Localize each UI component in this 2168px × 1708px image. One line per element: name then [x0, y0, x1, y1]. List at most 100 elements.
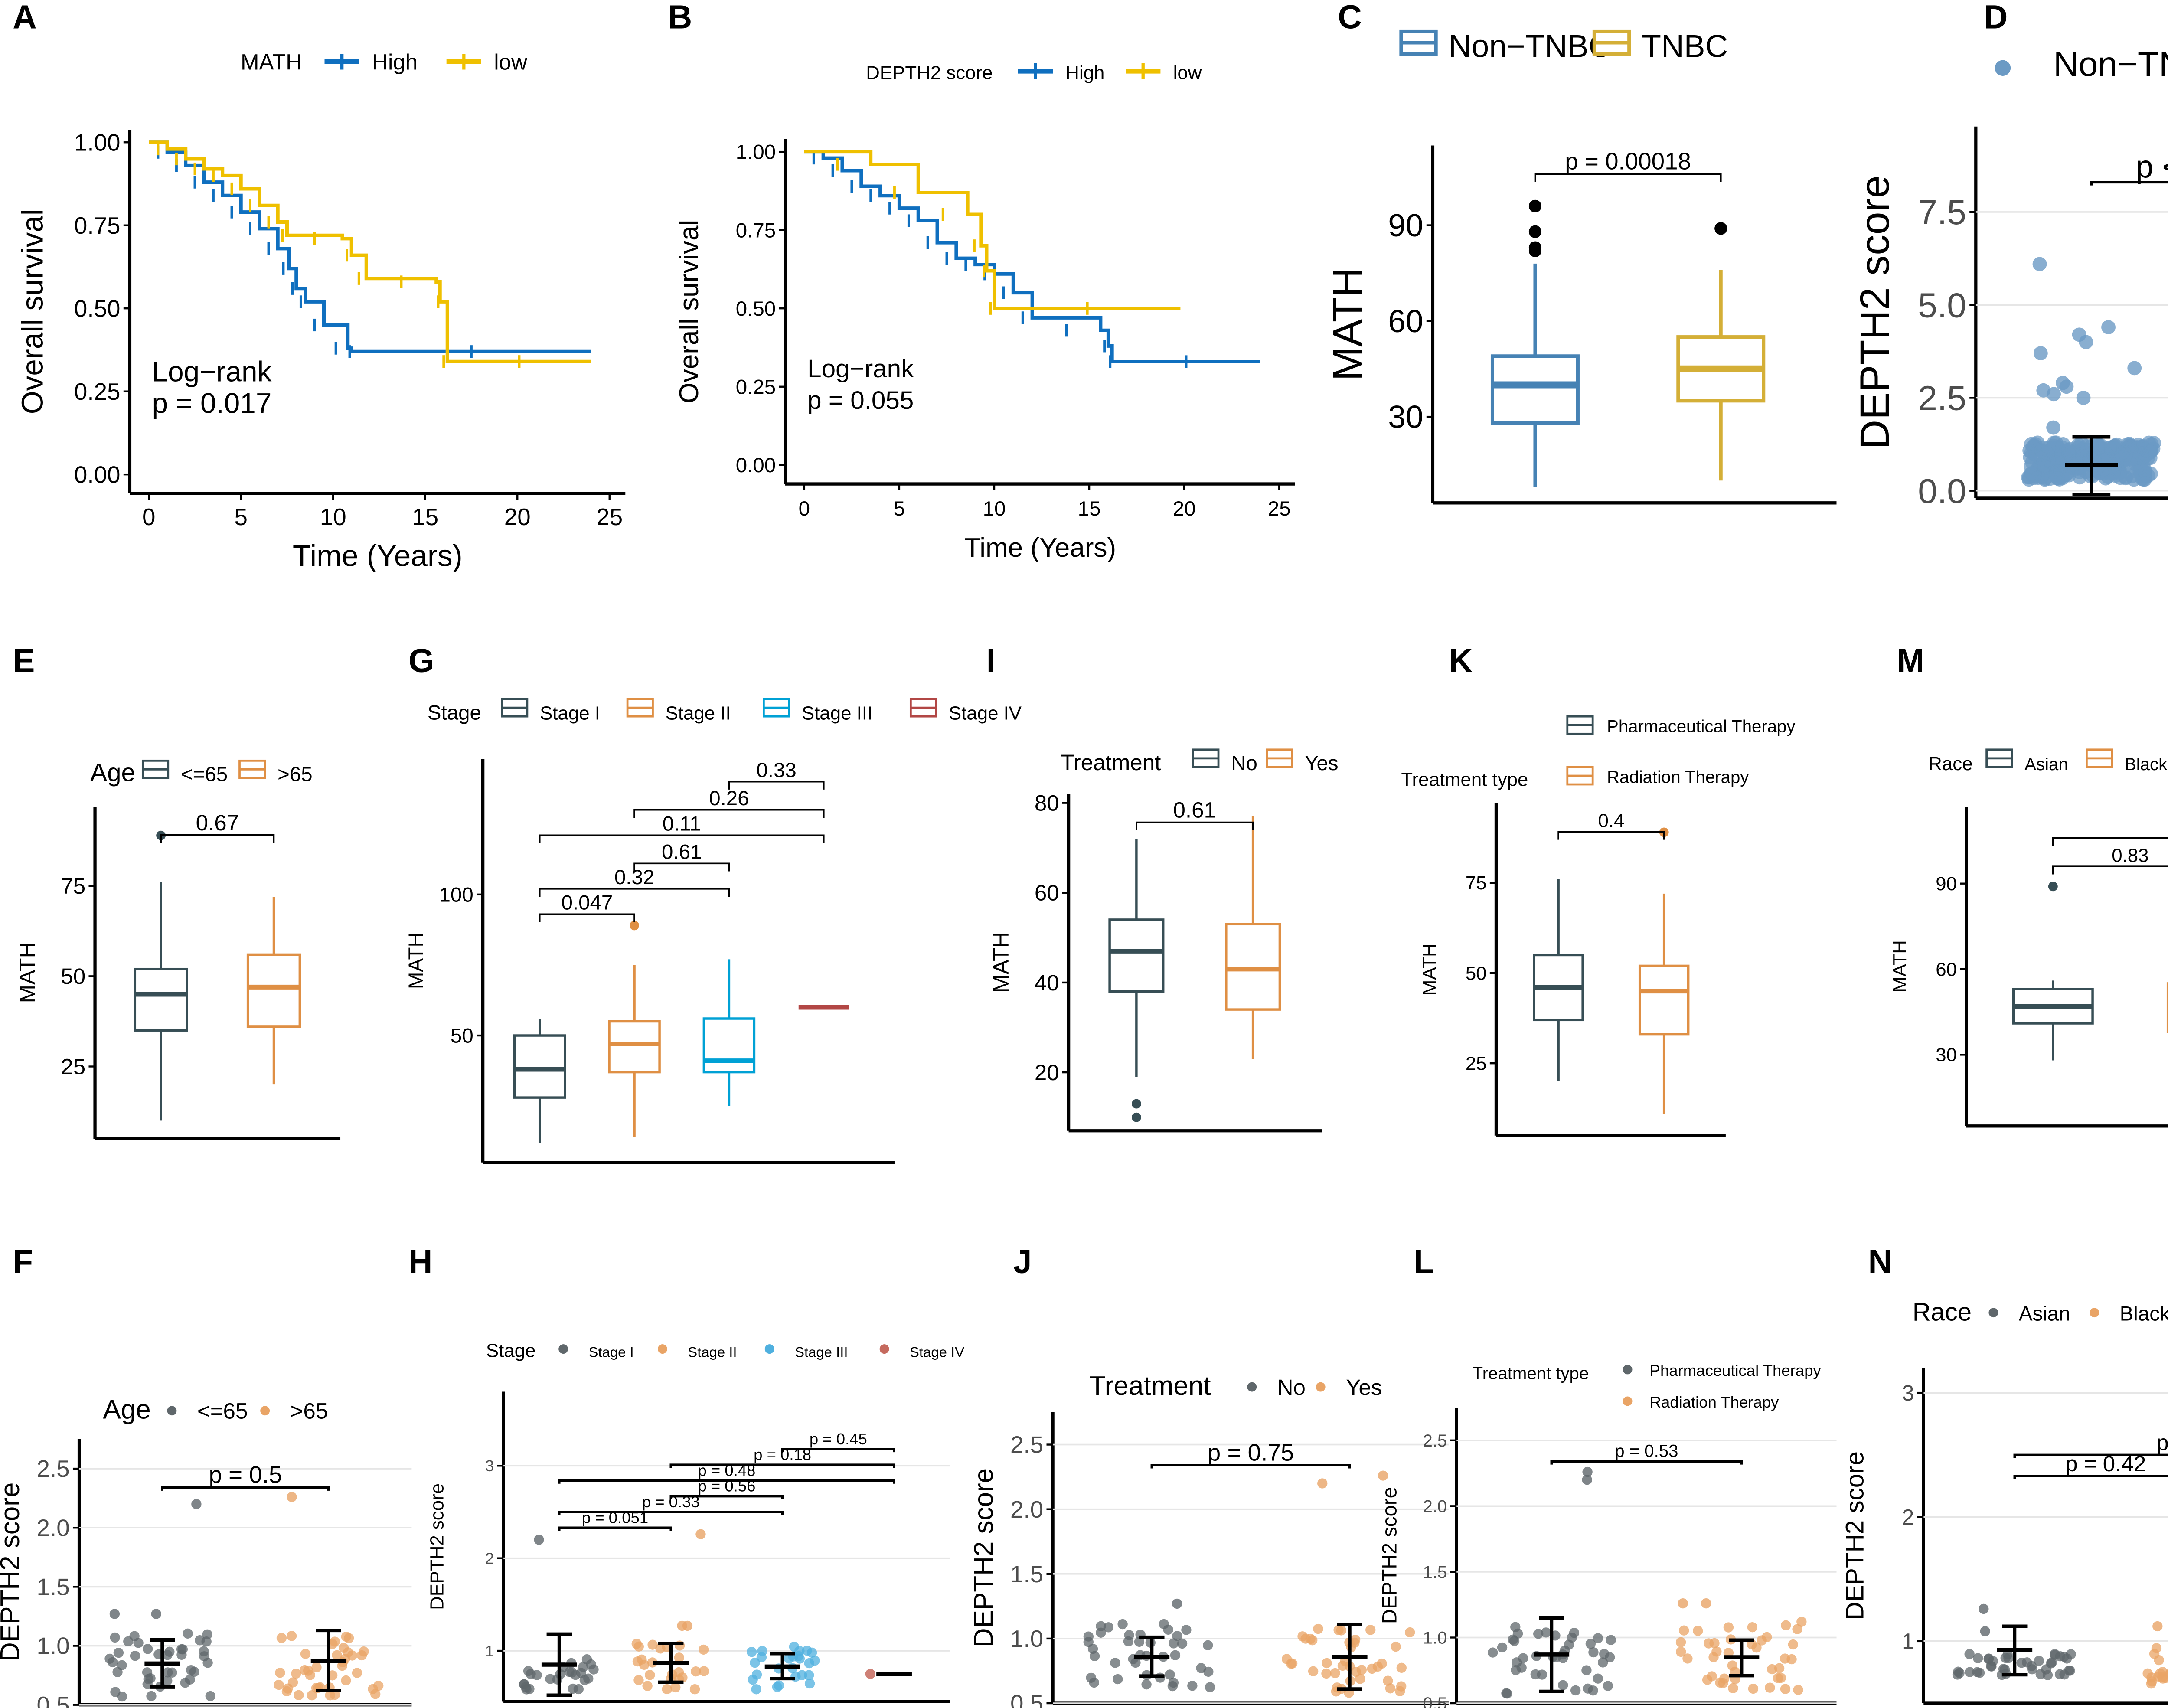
legend-label: High	[372, 50, 418, 75]
data-point	[1585, 1639, 1596, 1649]
y-tick-label: 2.5	[1423, 1431, 1447, 1450]
y-tick-label: 0.5	[37, 1692, 70, 1708]
legend-label: >65	[291, 1399, 328, 1424]
data-point	[1508, 1634, 1518, 1645]
y-tick-label: 2	[485, 1549, 494, 1567]
data-point	[1605, 1652, 1615, 1662]
x-tick-label: 25	[596, 503, 623, 530]
comparison-bracket: 0.61	[633, 840, 730, 872]
legend-dot-icon	[1623, 1396, 1633, 1406]
legend-label: Black or african american	[2125, 754, 2168, 774]
data-point	[294, 1690, 304, 1700]
data-point	[1597, 1657, 1608, 1668]
y-tick-label: 5.0	[1918, 286, 1966, 325]
legend-dot-icon	[1316, 1382, 1326, 1392]
panel-label-g: G	[408, 643, 434, 679]
comparison-bracket: 0.33	[728, 759, 825, 790]
box-iqr	[134, 967, 188, 1032]
y-tick-label: 2.5	[1010, 1431, 1043, 1458]
data-point	[1356, 1665, 1367, 1675]
data-point	[2119, 447, 2133, 462]
outlier-point	[1528, 225, 1542, 238]
data-point	[1773, 1673, 1783, 1683]
y-axis-title: MATH	[1325, 268, 1371, 381]
y-tick-label: 25	[61, 1054, 85, 1079]
panel-label-m: M	[1897, 643, 1924, 679]
y-tick-label: 1.5	[1010, 1561, 1043, 1587]
data-point	[1593, 1633, 1603, 1643]
data-point	[338, 1643, 349, 1653]
data-point	[1103, 1622, 1114, 1633]
data-point	[751, 1669, 762, 1680]
data-point	[1757, 1635, 1767, 1646]
data-point	[281, 1686, 292, 1697]
data-point	[578, 1662, 588, 1672]
data-point	[2127, 361, 2142, 376]
legend-label: High	[1065, 62, 1104, 83]
data-point	[1715, 1677, 1725, 1688]
y-tick-label: 100	[439, 883, 473, 906]
legend-dot-icon	[657, 1344, 667, 1354]
legend-title: Treatment	[1061, 750, 1161, 775]
comparison-bracket: p = 0.75	[1150, 1439, 1351, 1469]
data-point	[287, 1492, 297, 1502]
panel-b: 0.00 0.25 0.50 0.75 1.00 0 5 10 15 20 25 Time (Year…	[674, 62, 1295, 563]
data-point	[1330, 1668, 1340, 1679]
box-iqr	[608, 1020, 661, 1074]
data-point	[1980, 1626, 1990, 1636]
y-tick-label: 1.0	[1010, 1625, 1043, 1652]
panel-label-i: I	[986, 643, 996, 679]
logrank-label: Log−rank	[807, 355, 914, 383]
data-point	[341, 1631, 352, 1642]
data-point	[185, 1674, 195, 1685]
legend-dot-icon	[1623, 1365, 1633, 1375]
bracket-line	[2090, 181, 2168, 186]
bracket-line	[161, 1486, 330, 1491]
y-tick-label: 40	[1035, 970, 1059, 995]
data-point	[341, 1675, 351, 1686]
data-point	[1123, 1636, 1134, 1647]
data-point	[201, 1636, 212, 1647]
data-point	[1196, 1663, 1206, 1673]
legend: Treatment type Pharmaceutical Therapy Radi…	[1473, 1362, 1822, 1411]
data-point	[276, 1633, 287, 1643]
data-point	[1588, 1647, 1599, 1658]
p-value-label: 0.83	[2112, 845, 2148, 866]
data-point	[1163, 1624, 1173, 1635]
panel-label-h: H	[408, 1244, 432, 1280]
y-tick-label: 2.5	[1918, 379, 1966, 418]
data-point	[1083, 1637, 1094, 1647]
data-point	[2046, 420, 2061, 435]
box-non-tnbc	[1490, 199, 1580, 487]
y-tick-label: 0.50	[736, 297, 776, 320]
data-point	[1541, 1627, 1551, 1638]
legend-label: Stage III	[795, 1344, 848, 1360]
data-point	[146, 1691, 157, 1701]
legend-label: Radiation Therapy	[1650, 1393, 1779, 1411]
legend-title: Race	[1928, 753, 1972, 774]
comparison-bracket: p = 0.26	[2013, 1430, 2168, 1458]
data-point	[772, 1682, 783, 1692]
x-tick-label: 20	[504, 503, 531, 530]
box-iqr	[1638, 964, 1690, 1036]
data-point	[145, 1673, 156, 1684]
data-point	[2149, 1649, 2160, 1659]
data-point	[1979, 1603, 1989, 1614]
bracket-line	[1550, 1460, 1743, 1465]
y-axis-title: DEPTH2 score	[1852, 175, 1898, 449]
group-pharmaceutical-therapy	[1488, 1466, 1616, 1699]
data-point	[1383, 1675, 1393, 1686]
p-value-label: 0.67	[196, 810, 239, 835]
data-point	[2028, 467, 2042, 482]
legend-title: DEPTH2 score	[866, 62, 993, 83]
data-point	[691, 1666, 701, 1677]
data-point	[1337, 1660, 1348, 1671]
data-point	[2152, 1621, 2163, 1632]
y-axis-title: MATH	[405, 932, 428, 989]
data-point	[1308, 1666, 1319, 1676]
y-axis-title: MATH	[15, 942, 39, 1003]
data-point	[1792, 1624, 1802, 1634]
x-tick-label: 10	[983, 497, 1006, 520]
legend-label: Yes	[1305, 752, 1338, 775]
